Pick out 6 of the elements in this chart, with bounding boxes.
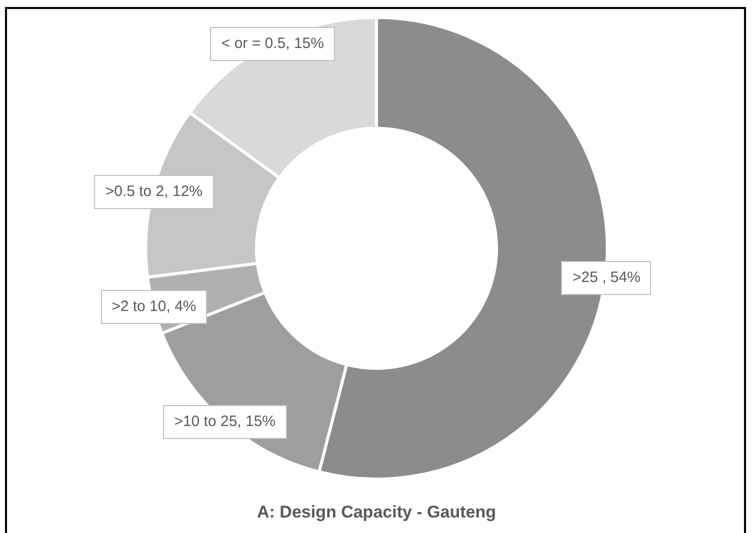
slice-label: >25 , 54%	[561, 261, 652, 296]
text: A: Design Capacity - Gauteng	[257, 502, 496, 522]
slice-label: >2 to 10, 4%	[100, 290, 208, 324]
slice-label: < or = 0.5, 15%	[210, 26, 335, 61]
slice-label: >0.5 to 2, 12%	[94, 174, 214, 209]
slice-label: >10 to 25, 15%	[163, 405, 287, 440]
